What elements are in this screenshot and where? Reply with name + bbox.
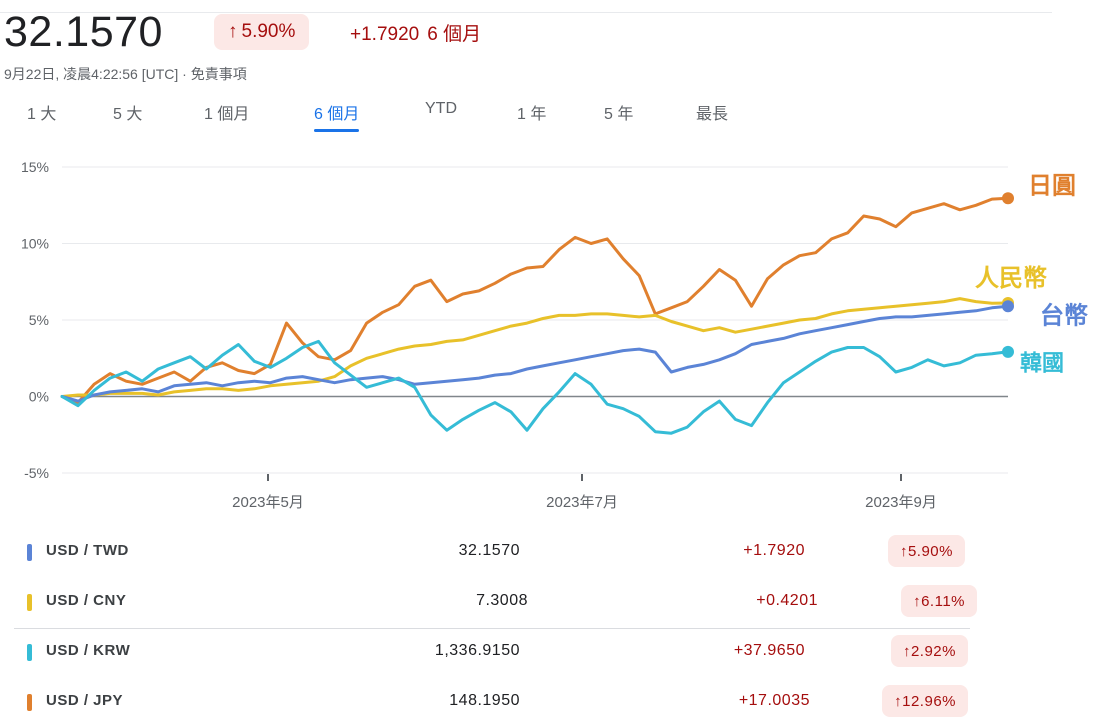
- disclaimer-link[interactable]: 免責事項: [190, 66, 247, 82]
- period-label: 6 個月: [427, 24, 482, 45]
- percent-badge: ↑ 5.90%: [887, 535, 965, 567]
- up-arrow-icon: ↑: [902, 642, 911, 660]
- table-row-cny[interactable]: USD / CNY 7.3008 +0.4201 ↑ 6.11%: [0, 580, 990, 624]
- series-label-cny: 人民幣: [975, 264, 1047, 292]
- series-color-marker: [27, 594, 32, 611]
- up-arrow-icon: ↑: [899, 542, 908, 560]
- currency-pair: USD / TWD: [46, 542, 129, 559]
- up-arrow-icon: ↑: [913, 592, 922, 610]
- table-row-jpy[interactable]: USD / JPY 148.1950 +17.0035 ↑ 12.96%: [0, 680, 990, 724]
- range-tab-1y[interactable]: 1 年: [517, 106, 547, 123]
- rate-value: 32.1570: [458, 542, 520, 559]
- series-end-dot-jpy[interactable]: [1002, 192, 1014, 205]
- range-tab-1m[interactable]: 1 個月: [204, 106, 250, 123]
- change-value: +1.7920: [743, 542, 805, 559]
- percent-badge: ↑ 12.96%: [882, 685, 968, 717]
- current-price: 32.1570: [4, 8, 163, 56]
- up-arrow-icon: ↑: [228, 21, 238, 42]
- rate-value: 1,336.9150: [434, 642, 520, 659]
- percent-change-value: 5.90%: [241, 21, 296, 42]
- range-tab-5d[interactable]: 5 大: [113, 106, 143, 123]
- series-color-marker: [27, 544, 32, 561]
- row-divider: [14, 628, 970, 629]
- absolute-change-value: +1.7920: [350, 24, 420, 45]
- y-tick-label: 15%: [21, 159, 49, 175]
- series-line-twd[interactable]: [60, 304, 1010, 403]
- y-tick-label: 5%: [29, 312, 49, 328]
- series-color-marker: [27, 644, 32, 661]
- change-value: +0.4201: [756, 592, 818, 609]
- currency-pair: USD / JPY: [46, 692, 124, 709]
- range-tab-1d[interactable]: 1 大: [27, 106, 57, 123]
- percent-value: 6.11%: [921, 592, 965, 610]
- top-divider: [0, 12, 1052, 13]
- x-tick-label: 2023年5月: [232, 494, 304, 511]
- x-tick-label: 2023年9月: [865, 494, 937, 511]
- series-label-twd: 台幣: [1040, 301, 1088, 329]
- currency-pair: USD / CNY: [46, 592, 127, 609]
- range-tab-5y[interactable]: 5 年: [604, 106, 634, 123]
- percent-value: 2.92%: [910, 642, 956, 660]
- percent-value: 5.90%: [907, 542, 953, 560]
- series-label-krw: 韓國: [1020, 350, 1064, 376]
- series-end-dot-krw[interactable]: [1002, 345, 1014, 358]
- percent-change-badge: ↑ 5.90%: [214, 14, 310, 50]
- rate-value: 148.1950: [449, 692, 520, 709]
- range-tab-max[interactable]: 最長: [696, 106, 729, 123]
- change-value: +17.0035: [738, 692, 810, 709]
- series-end-dot-twd[interactable]: [1002, 300, 1014, 313]
- y-tick-label: 0%: [29, 389, 49, 405]
- timestamp: 9月22日, 凌晨4:22:56 [UTC] ·: [4, 66, 191, 82]
- change-value: +37.9650: [733, 642, 805, 659]
- series-color-marker: [27, 694, 32, 711]
- y-tick-label: 10%: [21, 236, 49, 252]
- range-tab-6m[interactable]: 6 個月: [314, 100, 360, 132]
- table-row-krw[interactable]: USD / KRW 1,336.9150 +37.9650 ↑ 2.92%: [0, 630, 990, 674]
- rate-value: 7.3008: [476, 592, 528, 609]
- range-tab-ytd[interactable]: YTD: [425, 100, 457, 117]
- comparison-line-chart[interactable]: 15% 10% 5% 0% -5% 2023年5月 2023年7月 2023年9月 日圓人民幣…: [0, 150, 1118, 525]
- x-tick-label: 2023年7月: [546, 494, 618, 511]
- absolute-change: +1.7920 6 個月: [350, 19, 489, 46]
- series-line-krw[interactable]: [60, 339, 1010, 435]
- timestamp-line: 9月22日, 凌晨4:22:56 [UTC] · 免責事項: [4, 64, 247, 84]
- table-row-twd[interactable]: USD / TWD 32.1570 +1.7920 ↑ 5.90%: [0, 530, 990, 574]
- percent-badge: ↑ 6.11%: [901, 585, 977, 617]
- up-arrow-icon: ↑: [894, 692, 903, 710]
- percent-badge: ↑ 2.92%: [890, 635, 968, 667]
- series-line-jpy[interactable]: [60, 196, 1010, 405]
- currency-pair: USD / KRW: [46, 642, 131, 659]
- y-tick-label: -5%: [24, 465, 49, 481]
- series-label-jpy: 日圓: [1028, 171, 1076, 199]
- percent-value: 12.96%: [902, 692, 956, 710]
- series-line-cny[interactable]: [60, 297, 1010, 398]
